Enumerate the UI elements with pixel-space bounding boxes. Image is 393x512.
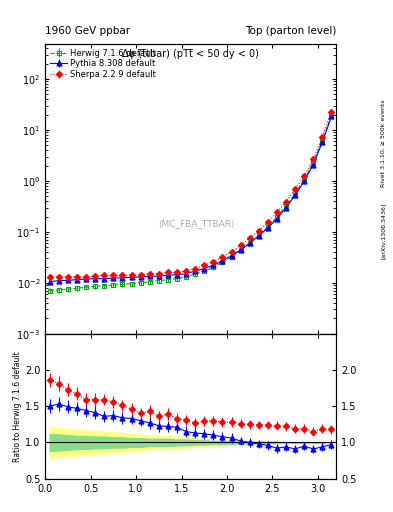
Text: 1960 GeV ppbar: 1960 GeV ppbar bbox=[45, 26, 130, 36]
Y-axis label: Ratio to Herwig 7.1.6 default: Ratio to Herwig 7.1.6 default bbox=[13, 351, 22, 461]
Legend: Herwig 7.1.6 default, Pythia 8.308 default, Sherpa 2.2.9 default: Herwig 7.1.6 default, Pythia 8.308 defau… bbox=[47, 45, 160, 82]
Text: Top (parton level): Top (parton level) bbox=[244, 26, 336, 36]
Text: Δφ (t̅tbar) (pTt̅ < 50 dy < 0): Δφ (t̅tbar) (pTt̅ < 50 dy < 0) bbox=[122, 49, 259, 59]
Text: (MC_FBA_TTBAR): (MC_FBA_TTBAR) bbox=[158, 219, 235, 228]
Text: Rivet 3.1.10, ≥ 500k events: Rivet 3.1.10, ≥ 500k events bbox=[381, 99, 386, 187]
Text: [arXiv:1306.3436]: [arXiv:1306.3436] bbox=[381, 202, 386, 259]
